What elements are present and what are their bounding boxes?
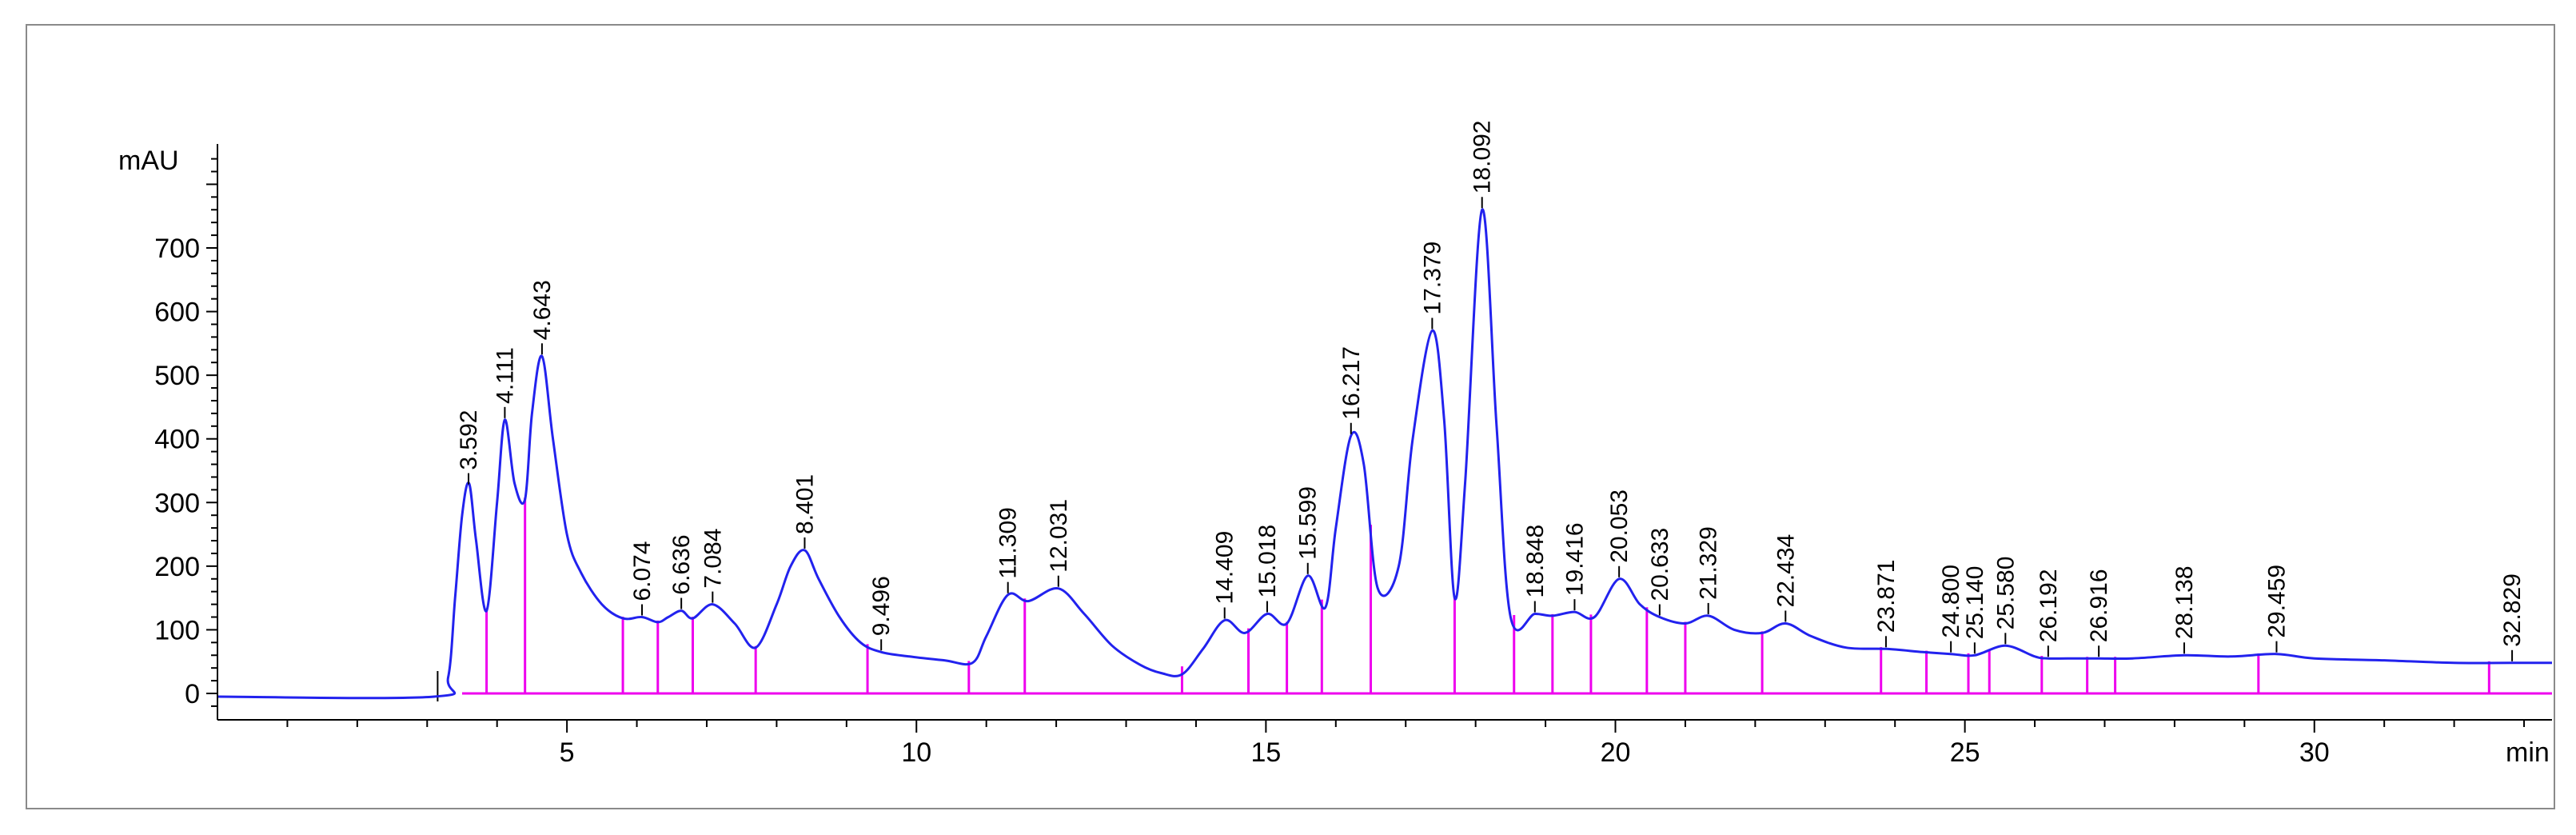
peak-label: 8.401	[792, 474, 818, 534]
peak-label: 11.309	[995, 507, 1022, 579]
peak-label: 15.599	[1295, 486, 1322, 560]
peak-label: 6.636	[668, 534, 695, 594]
peak-label: 16.217	[1338, 346, 1365, 420]
y-axis-label: mAU	[118, 146, 179, 176]
peak-label: 4.111	[492, 347, 518, 404]
y-tick-label: 600	[154, 298, 200, 328]
peak-label: 25.580	[1992, 557, 2019, 630]
y-tick-label: 300	[154, 488, 200, 518]
y-tick-label: 200	[154, 552, 200, 582]
peak-label: 19.416	[1561, 522, 1588, 596]
peak-label: 24.800	[1938, 565, 1964, 638]
peak-label: 15.018	[1254, 525, 1281, 598]
y-tick-label: 400	[154, 425, 200, 455]
peak-label: 18.848	[1522, 525, 1549, 598]
x-tick-label: 15	[1250, 737, 1281, 768]
peak-label: 4.643	[529, 280, 556, 340]
peak-label: 22.434	[1772, 534, 1799, 608]
peak-label: 25.140	[1962, 565, 1988, 639]
peak-label: 9.496	[868, 576, 895, 636]
x-tick-label: 20	[1601, 737, 1631, 768]
peak-label: 23.871	[1873, 560, 1900, 633]
x-tick-label: 10	[901, 737, 931, 768]
peak-label: 17.379	[1419, 242, 1446, 315]
peak-label: 29.459	[2263, 565, 2290, 638]
peak-label: 18.092	[1469, 120, 1496, 194]
peak-label: 26.192	[2036, 569, 2062, 642]
peak-label: 7.084	[700, 529, 726, 589]
peak-label: 20.633	[1647, 528, 1673, 601]
signal-trace	[217, 208, 2552, 700]
peak-label: 12.031	[1046, 499, 1072, 573]
y-tick-label: 700	[154, 234, 200, 264]
peak-label: 32.829	[2499, 573, 2526, 647]
peak-label: 20.053	[1606, 489, 1633, 563]
axes: 0 100 200 300 400 500 600 700 5 10 15 20 25 30	[154, 144, 2552, 768]
x-tick-label: 25	[1950, 737, 1980, 768]
peak-label: 14.409	[1212, 531, 1238, 605]
x-tick-label: 5	[560, 737, 575, 768]
peak-label: 6.074	[629, 541, 656, 601]
y-tick-label: 100	[154, 615, 200, 645]
peak-label: 3.592	[456, 410, 482, 470]
peak-label: 28.138	[2171, 565, 2198, 639]
integration-marks	[437, 497, 2490, 701]
x-axis-label: min	[2506, 737, 2550, 768]
x-tick-label: 30	[2299, 737, 2330, 768]
peak-label: 26.916	[2086, 569, 2112, 642]
peak-labels: 3.592 4.111 4.643 6.074 6.636 7.084 8.401 9.496…	[456, 120, 2526, 661]
peak-label: 21.329	[1696, 526, 1722, 600]
y-tick-label: 0	[185, 679, 200, 709]
y-tick-label: 500	[154, 361, 200, 391]
